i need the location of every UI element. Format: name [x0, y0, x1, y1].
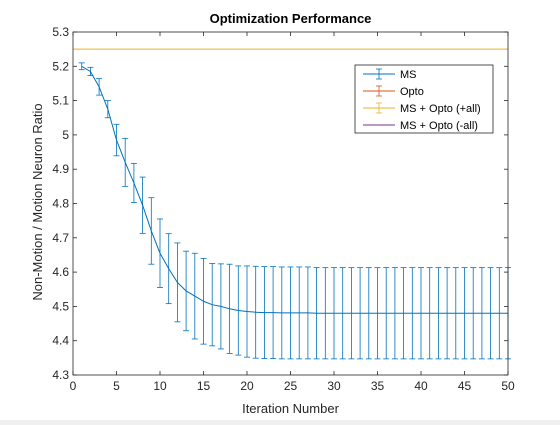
chart-title: Optimization Performance	[210, 11, 372, 26]
x-tick-label: 50	[501, 379, 515, 393]
legend-item: MS + Opto (-all)	[363, 120, 478, 132]
y-tick-label: 4.7	[52, 231, 69, 245]
x-tick-label: 5	[113, 379, 120, 393]
series-line	[81, 65, 508, 314]
x-tick-label: 40	[414, 379, 428, 393]
x-tick-label: 10	[153, 379, 167, 393]
y-tick-label: 4.9	[52, 162, 69, 176]
legend-box	[354, 64, 494, 134]
legend-item: MS + Opto (+all)	[363, 102, 481, 115]
legend-label: MS + Opto (-all)	[400, 120, 478, 132]
axes: 0 5 10 15 20 25 30 35 40 45 50 4.3 4.4 4.5 4.6 4.7 4.8 4.…	[52, 25, 515, 393]
y-tick-label: 4.5	[52, 299, 69, 313]
legend-item: Opto	[363, 85, 424, 98]
y-tick-label: 5.1	[52, 94, 69, 108]
x-tick-label: 45	[458, 379, 472, 393]
y-tick-label: 5.2	[52, 59, 69, 73]
x-tick-label: 0	[70, 379, 77, 393]
y-axis-label: Non-Motion / Motion Neuron Ratio	[30, 103, 45, 300]
x-tick-label: 15	[197, 379, 211, 393]
legend-label: MS	[400, 69, 417, 81]
x-tick-label: 25	[284, 379, 298, 393]
x-tick-label: 35	[371, 379, 385, 393]
y-tick-label: 5.3	[52, 25, 69, 39]
y-tick-label: 4.8	[52, 197, 69, 211]
x-tick-label: 20	[240, 379, 254, 393]
legend-item: MS	[363, 68, 417, 81]
legend: MS Opto MS + Opto (+all) MS + Opto (-all)	[354, 64, 494, 134]
legend-label: Opto	[400, 86, 424, 98]
y-tick-label: 5	[62, 128, 69, 142]
x-tick-label: 30	[327, 379, 341, 393]
y-tick-label: 4.6	[52, 265, 69, 279]
x-axis-label: Iteration Number	[242, 401, 339, 416]
y-tick-label: 4.4	[52, 334, 69, 348]
y-tick-label: 4.3	[52, 368, 69, 382]
legend-label: MS + Opto (+all)	[400, 103, 481, 115]
